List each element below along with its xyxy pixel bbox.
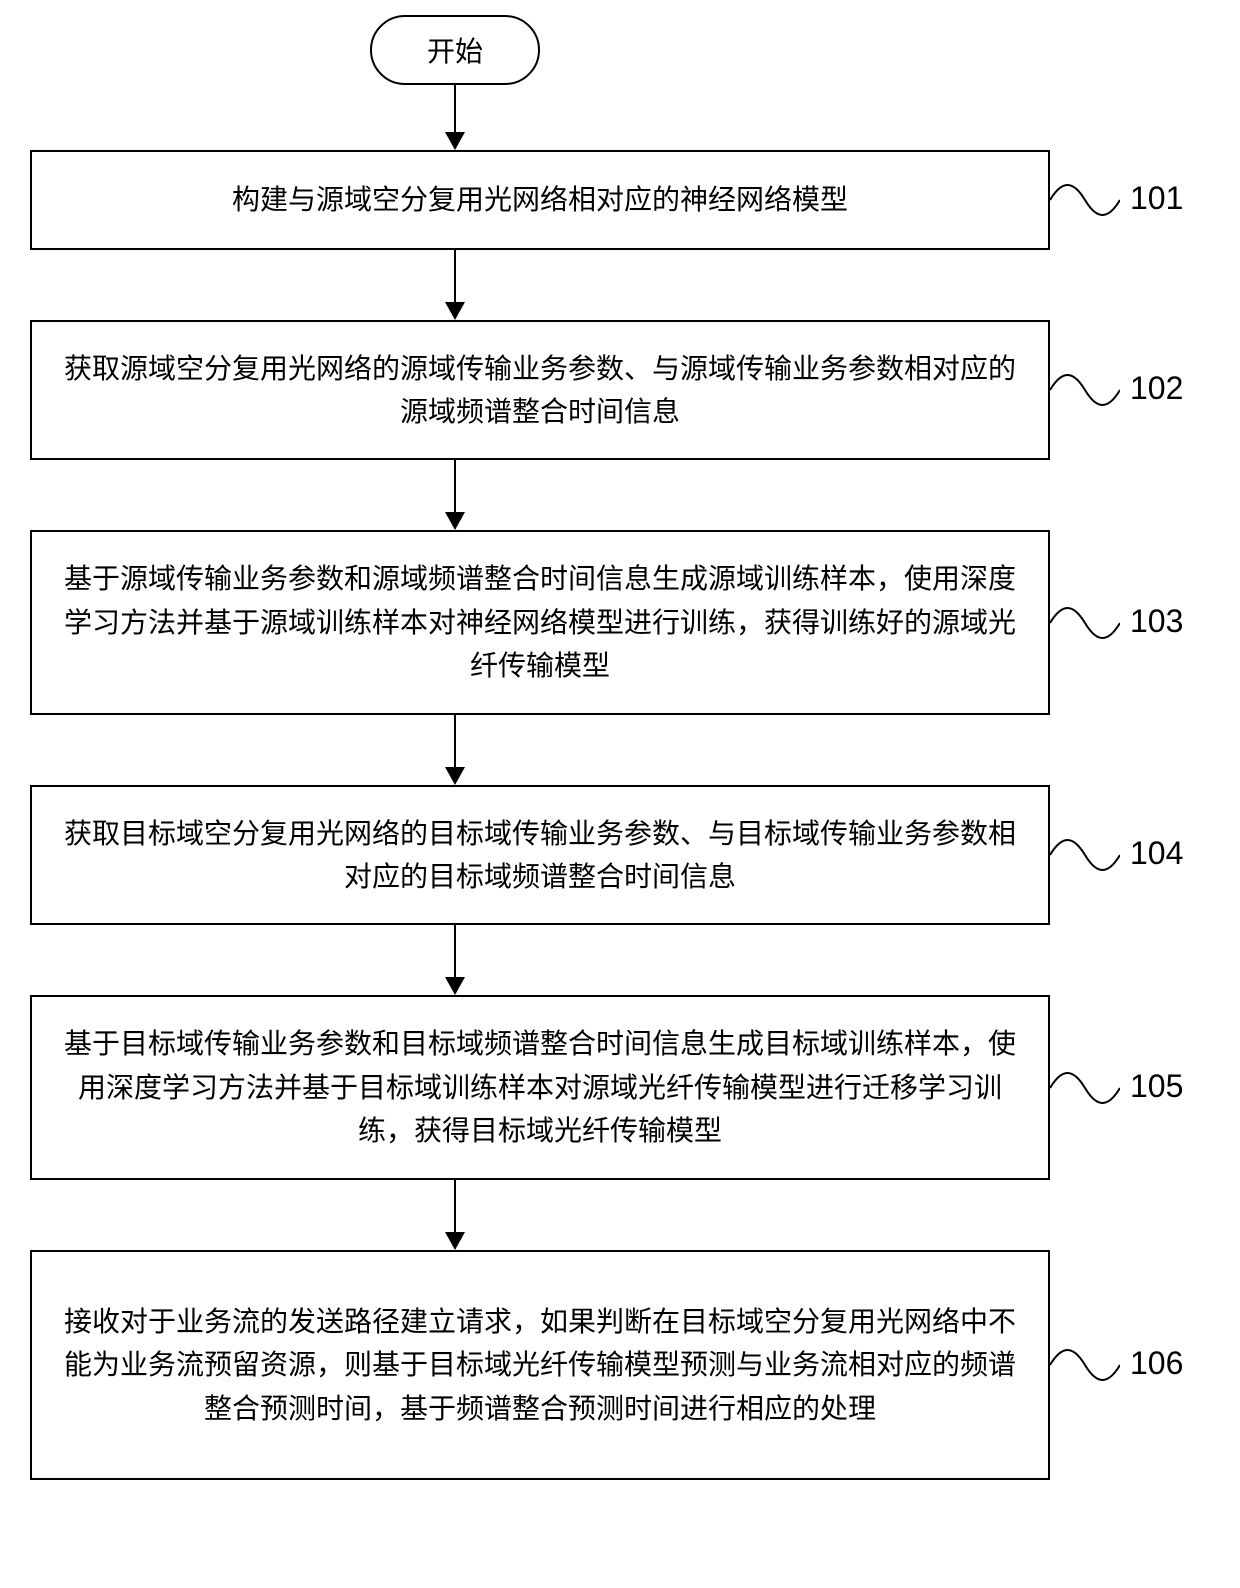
step-label-103: 103: [1130, 603, 1183, 640]
arrow-line: [454, 1180, 456, 1232]
arrow-line: [454, 460, 456, 512]
arrow-line: [454, 925, 456, 977]
flowchart-canvas: 开始 构建与源域空分复用光网络相对应的神经网络模型 101 获取源域空分复用光网络的…: [0, 0, 1240, 1588]
step-text: 获取源域空分复用光网络的源域传输业务参数、与源域传输业务参数相对应的源域频谱整合…: [56, 347, 1024, 434]
arrow-head: [445, 767, 465, 785]
step-text: 接收对于业务流的发送路径建立请求，如果判断在目标域空分复用光网络中不能为业务流预…: [56, 1300, 1024, 1430]
squiggle-connector: [1050, 1340, 1120, 1390]
step-text: 构建与源域空分复用光网络相对应的神经网络模型: [232, 178, 848, 221]
step-box-101: 构建与源域空分复用光网络相对应的神经网络模型: [30, 150, 1050, 250]
step-label-106: 106: [1130, 1345, 1183, 1382]
squiggle-connector: [1050, 1063, 1120, 1113]
step-box-104: 获取目标域空分复用光网络的目标域传输业务参数、与目标域传输业务参数相对应的目标域…: [30, 785, 1050, 925]
arrow-line: [454, 85, 456, 132]
step-label-105: 105: [1130, 1068, 1183, 1105]
arrow-line: [454, 715, 456, 767]
arrow-head: [445, 512, 465, 530]
arrow-head: [445, 977, 465, 995]
arrow-line: [454, 250, 456, 302]
start-node: 开始: [370, 15, 540, 85]
step-label-101: 101: [1130, 180, 1183, 217]
arrow-head: [445, 1232, 465, 1250]
squiggle-connector: [1050, 830, 1120, 880]
step-label-104: 104: [1130, 835, 1183, 872]
arrow-head: [445, 302, 465, 320]
step-box-106: 接收对于业务流的发送路径建立请求，如果判断在目标域空分复用光网络中不能为业务流预…: [30, 1250, 1050, 1480]
squiggle-connector: [1050, 598, 1120, 648]
step-text: 获取目标域空分复用光网络的目标域传输业务参数、与目标域传输业务参数相对应的目标域…: [56, 812, 1024, 899]
squiggle-connector: [1050, 175, 1120, 225]
step-box-102: 获取源域空分复用光网络的源域传输业务参数、与源域传输业务参数相对应的源域频谱整合…: [30, 320, 1050, 460]
step-box-105: 基于目标域传输业务参数和目标域频谱整合时间信息生成目标域训练样本，使用深度学习方…: [30, 995, 1050, 1180]
step-box-103: 基于源域传输业务参数和源域频谱整合时间信息生成源域训练样本，使用深度学习方法并基…: [30, 530, 1050, 715]
step-text: 基于目标域传输业务参数和目标域频谱整合时间信息生成目标域训练样本，使用深度学习方…: [56, 1022, 1024, 1152]
squiggle-connector: [1050, 365, 1120, 415]
arrow-head: [445, 132, 465, 150]
step-text: 基于源域传输业务参数和源域频谱整合时间信息生成源域训练样本，使用深度学习方法并基…: [56, 557, 1024, 687]
step-label-102: 102: [1130, 370, 1183, 407]
start-label: 开始: [427, 30, 483, 70]
